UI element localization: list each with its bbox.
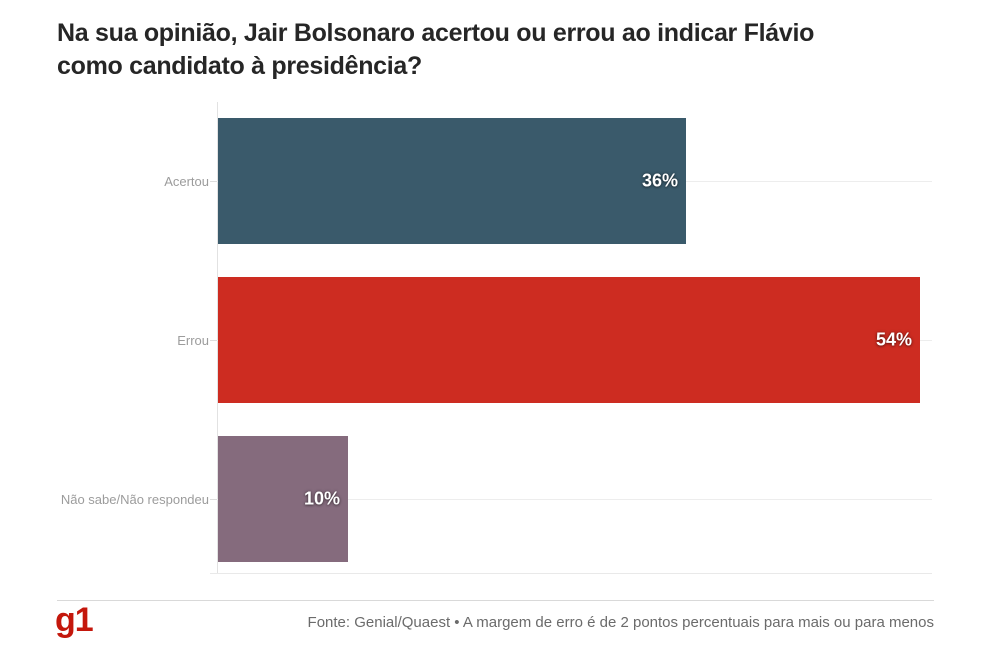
category-tick [210,181,217,182]
bar-n-o-sabe-n-o-respondeu: 10% [218,436,348,562]
chart-title-line1: Na sua opinião, Jair Bolsonaro acertou o… [57,19,815,47]
bar-errou: 54% [218,277,920,403]
chart-title-line2: como candidato à presidência? [57,52,423,80]
source-text: Fonte: Genial/Quaest • A margem de erro … [307,614,934,631]
category-label: Errou [177,333,209,348]
bar-value-label: 36% [641,170,678,191]
bar-acertou: 36% [218,118,686,244]
bar-value-label: 54% [875,329,912,350]
footer-divider [57,600,934,601]
g1-logo: g1 [55,601,94,639]
x-axis-line [210,573,932,574]
bar-value-label: 10% [303,488,340,509]
category-tick [210,499,217,500]
category-gridline [217,499,932,500]
y-axis-line [217,102,218,573]
chart-title: Na sua opinião, Jair Bolsonaro acertou o… [57,17,937,83]
category-label: Não sabe/Não respondeu [60,492,209,507]
category-tick [210,340,217,341]
category-label: Acertou [164,174,209,189]
